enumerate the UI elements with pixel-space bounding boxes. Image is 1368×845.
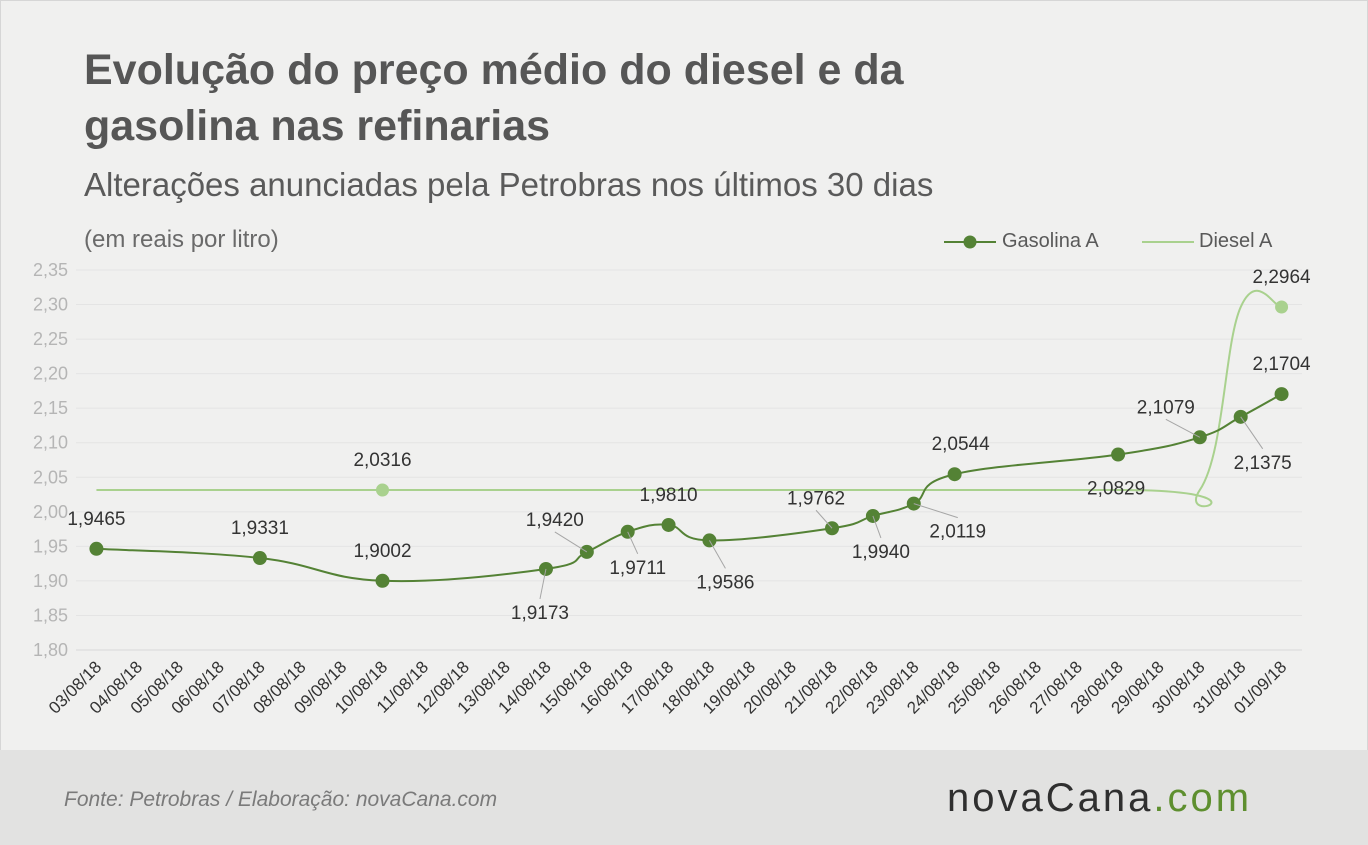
gasolina-data-label: 1,9940 <box>852 542 910 563</box>
gasolina-data-label: 1,9762 <box>787 488 845 509</box>
gasolina-data-label: 2,1079 <box>1137 397 1195 418</box>
label-leader <box>539 568 547 600</box>
gasolina-point <box>375 573 390 588</box>
series <box>89 289 1289 588</box>
label-leader <box>554 531 588 553</box>
data-labels: 1,9465 1,9331 1,9002 1,9173 1,9420 1,9711 1,98… <box>67 267 1311 624</box>
legend-swatches <box>944 235 1194 249</box>
gasolina-data-label: 2,0544 <box>932 434 991 455</box>
line-chart: 1,80 1,85 1,90 1,95 2,00 2,05 2,10 2,15 2,20 2,25… <box>33 235 1311 718</box>
gasolina-data-label: 1,9331 <box>231 518 289 539</box>
chart-title: Evolução do preço médio do diesel e da g… <box>84 46 904 150</box>
source-note: Fonte: Petrobras / Elaboração: novaCana.… <box>64 788 498 811</box>
y-tick-label: 1,90 <box>33 571 68 591</box>
gasolina-point <box>1111 447 1126 462</box>
x-axis: 03/08/1804/08/1805/08/1806/08/1807/08/18… <box>45 657 1290 717</box>
label-leader <box>1165 418 1201 438</box>
diesel-line <box>96 289 1282 508</box>
y-tick-label: 2,30 <box>33 295 68 315</box>
label-leader <box>1240 416 1264 450</box>
chart-subtitle: Alterações anunciadas pela Petrobras nos… <box>84 166 934 203</box>
y-tick-label: 2,05 <box>33 467 68 487</box>
gasolina-data-label: 2,1704 <box>1253 354 1312 375</box>
legend-gasolina-marker <box>963 235 977 249</box>
gasolina-data-label: 1,9002 <box>353 541 411 562</box>
unit-label: (em reais por litro) <box>84 226 279 253</box>
gasolina-point <box>89 541 104 556</box>
y-tick-label: 2,20 <box>33 364 68 384</box>
gasolina-data-label: 2,0119 <box>929 522 986 543</box>
y-tick-label: 2,25 <box>33 329 68 349</box>
gasolina-data-label: 1,9711 <box>609 558 666 579</box>
legend-diesel-label: Diesel A <box>1199 230 1273 252</box>
gasolina-data-label: 1,9586 <box>696 572 754 593</box>
novacana-logo[interactable]: novaCana.com <box>947 776 1252 821</box>
footer <box>0 750 1368 845</box>
grid <box>76 269 1302 651</box>
label-leader <box>872 515 882 539</box>
y-tick-label: 1,85 <box>33 605 68 625</box>
gasolina-data-label: 1,9420 <box>526 510 584 531</box>
gasolina-data-label: 1,9810 <box>640 485 698 506</box>
gasolina-data-label: 2,1375 <box>1234 453 1292 474</box>
gasolina-data-label: 2,0829 <box>1087 479 1145 500</box>
diesel-data-label: 2,0316 <box>353 450 411 471</box>
label-leader <box>627 531 639 554</box>
diesel-data-label: 2,2964 <box>1253 267 1312 288</box>
logo-main: novaCana <box>947 776 1154 820</box>
gasolina-point <box>947 467 962 482</box>
label-leader <box>815 509 833 529</box>
gasolina-point <box>1274 387 1289 402</box>
label-leader <box>708 540 726 569</box>
label-leader <box>913 503 958 519</box>
logo-suffix: .com <box>1153 776 1253 820</box>
y-tick-label: 2,10 <box>33 433 68 453</box>
diesel-point <box>376 483 389 497</box>
y-tick-label: 2,35 <box>33 260 68 280</box>
y-tick-label: 2,15 <box>33 398 68 418</box>
gasolina-point <box>661 517 676 532</box>
diesel-point <box>1275 300 1289 314</box>
gasolina-data-label: 1,9465 <box>67 509 125 530</box>
y-tick-label: 1,95 <box>33 536 68 556</box>
gasolina-point <box>252 551 267 566</box>
y-tick-label: 2,00 <box>33 502 68 522</box>
gasolina-data-label: 1,9173 <box>511 603 569 624</box>
y-tick-label: 1,80 <box>33 640 68 660</box>
legend-gasolina-label: Gasolina A <box>1002 230 1099 252</box>
y-axis: 1,80 1,85 1,90 1,95 2,00 2,05 2,10 2,15 2,20 2,25… <box>33 260 68 660</box>
